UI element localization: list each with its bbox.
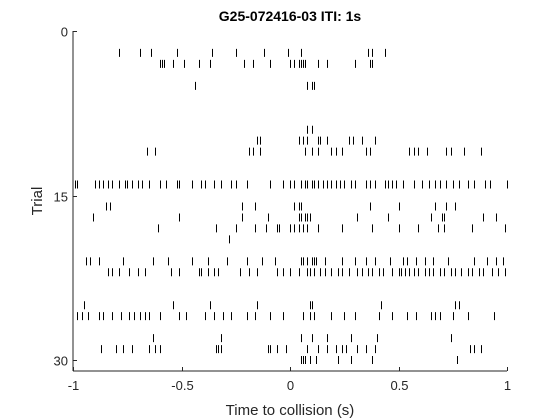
x-tick-label: 0.5 — [390, 378, 408, 393]
spike-marks — [75, 48, 508, 365]
y-tick-label: 30 — [54, 354, 68, 369]
chart-title: G25-072416-03 ITI: 1s — [219, 8, 362, 24]
y-ticks: 0 15 30 — [54, 25, 77, 369]
x-tick-label: 1 — [504, 378, 511, 393]
axes — [72, 31, 507, 372]
x-tick-label: -0.5 — [171, 378, 193, 393]
x-ticks: -1 -0.5 0 0.5 1 — [68, 367, 511, 393]
x-axis-label: Time to collision (s) — [226, 402, 355, 419]
y-tick-label: 15 — [54, 190, 68, 205]
y-tick-label: 0 — [61, 25, 68, 40]
x-tick-label: -1 — [68, 378, 80, 393]
y-axis-label: Trial — [29, 187, 46, 216]
x-tick-label: 0 — [287, 378, 294, 393]
